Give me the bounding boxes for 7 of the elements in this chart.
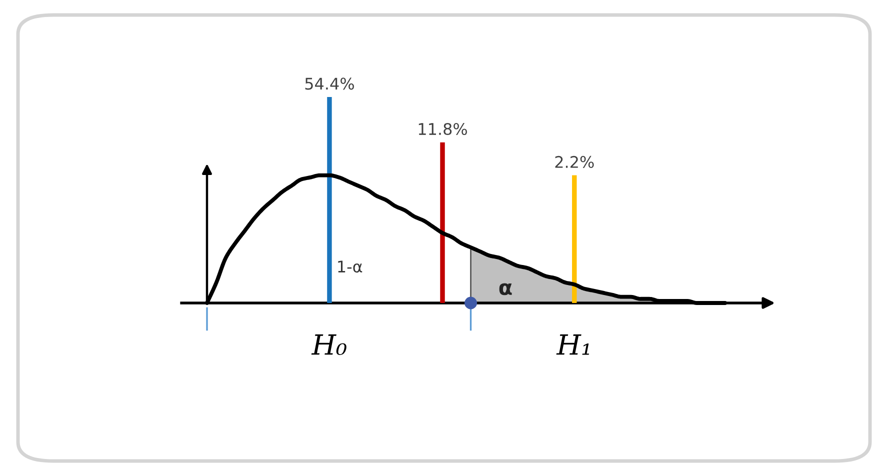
annotation: 54.4%: [305, 78, 354, 90]
annotation: 2.2%: [555, 156, 594, 168]
x-tick-label: H₁: [556, 334, 590, 355]
x-tick-label: H₀: [311, 334, 346, 355]
annotation: 11.8%: [418, 122, 467, 136]
series-label: α: [499, 283, 512, 296]
annotation: 1-α: [338, 260, 362, 273]
